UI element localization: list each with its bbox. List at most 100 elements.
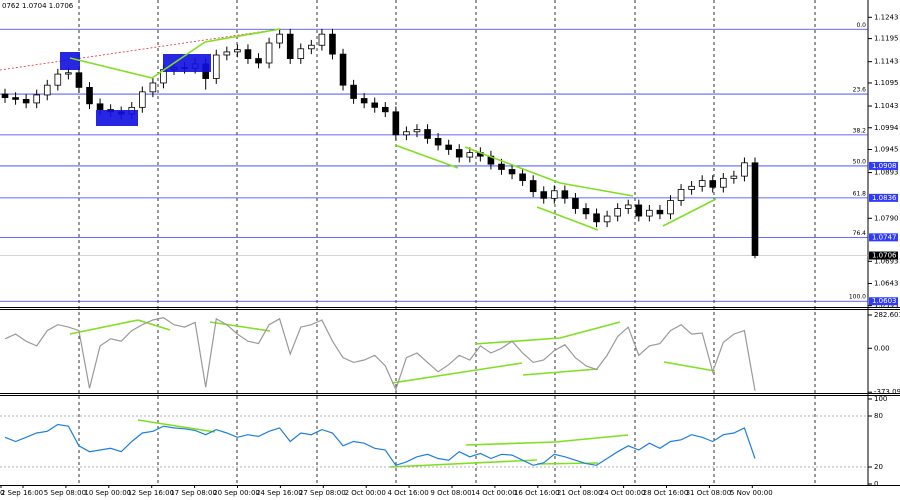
x-tick-label: 24 Sep 16:00: [256, 489, 303, 497]
candle-body: [371, 102, 379, 108]
candle-body: [529, 180, 537, 193]
candle-body: [646, 209, 653, 217]
header-text: 0762 1.0704 1.0706: [2, 2, 74, 10]
y-tick-label: 100: [874, 395, 887, 403]
x-tick-label: 31 Oct 08:00: [686, 489, 732, 497]
candle-body: [720, 177, 727, 188]
y-tick-label: 0: [874, 480, 878, 488]
y-tick-label: 1.0693: [874, 257, 899, 265]
candle-body: [498, 163, 505, 170]
candle-body: [22, 98, 30, 104]
x-tick-label: 10 Sep 00:00: [84, 489, 131, 497]
candle-body: [677, 189, 685, 201]
x-tick-label: 20 Sep 00:00: [213, 489, 260, 497]
candle-body: [519, 173, 526, 181]
last-price-label: 1.0706: [872, 252, 897, 260]
panel-frames: [0, 0, 900, 486]
trend-line: [0, 28, 281, 71]
y-tick-label: 1.0893: [874, 169, 899, 177]
x-tick-label: 12 Sep 16:00: [127, 489, 174, 497]
x-tick-label: 16 Oct 16:00: [514, 489, 560, 497]
candle-body: [603, 215, 611, 223]
overlay: 1.1243 1.1195 1.1143 1.1095 1.1043 1.0994 1.09…: [0, 13, 900, 497]
candle-body: [403, 131, 410, 136]
price-tag: [869, 233, 898, 242]
candle-body: [614, 208, 621, 217]
candle-body: [329, 33, 336, 55]
candle-body: [561, 190, 569, 199]
y-tick-label: 1.1143: [874, 58, 899, 66]
candle-body: [43, 84, 51, 96]
candle-body: [582, 208, 590, 215]
candle-body: [65, 72, 72, 75]
candle-body: [550, 190, 558, 199]
candle-body: [244, 49, 252, 59]
candle-body: [540, 191, 548, 199]
fib-level-label: 23.6: [853, 87, 867, 94]
fib-level-label: 38.2: [853, 127, 867, 134]
candle-body: [276, 33, 283, 44]
x-tick-label: 4 Oct 16:00: [388, 489, 429, 497]
candle-body: [139, 91, 146, 108]
candle-body: [508, 169, 516, 175]
price-tag: [869, 297, 898, 306]
candle-body: [149, 82, 157, 93]
candle-body: [286, 33, 294, 59]
candle-body: [751, 162, 759, 256]
y-tick-label: 0.00: [874, 344, 890, 352]
candle-body: [635, 204, 643, 217]
candle-body: [1, 93, 9, 99]
y-tick-label: 1.1243: [874, 13, 899, 21]
candle-body: [698, 180, 706, 187]
candle-body: [688, 185, 695, 190]
period-separators: [78, 0, 816, 485]
candle-body: [96, 103, 104, 110]
candle-body: [33, 94, 40, 104]
candle-body: [234, 49, 241, 53]
candle-body: [392, 111, 400, 136]
y-tick-label: 1.0790: [874, 214, 899, 222]
candle-body: [434, 138, 442, 146]
x-tick-label: 21 Oct 08:00: [557, 489, 603, 497]
candles: [1, 28, 759, 259]
price-tag-label: 1.0603: [872, 297, 897, 305]
x-tick-label: 17 Sep 08:00: [170, 489, 217, 497]
divergence-lines: [69, 28, 717, 468]
candle-body: [741, 162, 748, 177]
candle-body: [572, 197, 579, 209]
candle-body: [54, 73, 62, 86]
candle-body: [709, 180, 717, 188]
candle-body: [339, 53, 347, 86]
x-tick-label: 5 Sep 08:00: [44, 489, 86, 497]
candle-body: [255, 58, 262, 64]
y-tick-label: 282.6012: [874, 311, 900, 319]
candle-body: [297, 48, 305, 59]
candle-body: [360, 98, 368, 104]
last-price-tag: [869, 251, 898, 260]
x-tick-label: 9 Oct 08:00: [430, 489, 471, 497]
price-tag: [869, 193, 898, 202]
candle-body: [593, 213, 600, 223]
candle-body: [624, 204, 632, 209]
candle-body: [350, 84, 357, 99]
candle-body: [265, 42, 273, 64]
candle-body: [212, 54, 220, 79]
y-tick-label: 1.0593: [874, 302, 899, 310]
x-tick-label: 5 Nov 00:00: [730, 489, 773, 497]
x-tick-label: 24 Oct 00:00: [600, 489, 646, 497]
zone-boxes: [60, 52, 211, 126]
x-tick-label: 14 Oct 00:00: [471, 489, 517, 497]
candle-body: [75, 72, 83, 88]
candle-body: [667, 200, 674, 215]
y-tick-label: -373.0970: [874, 388, 900, 396]
price-tag-label: 1.0836: [872, 194, 897, 202]
candle-body: [656, 209, 664, 215]
candle-body: [455, 149, 463, 158]
y-tick-label: 80: [874, 412, 883, 420]
candle-body: [730, 175, 738, 179]
x-tick-label: 2 Sep 16:00: [1, 489, 43, 497]
x-tick-label: 2 Oct 00:00: [345, 489, 386, 497]
y-tick-label: 1.0643: [874, 279, 899, 287]
